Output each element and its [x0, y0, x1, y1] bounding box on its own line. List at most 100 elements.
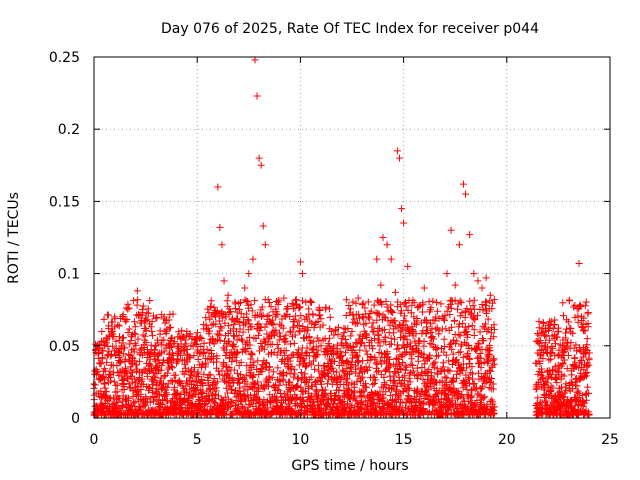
- data-point: [337, 352, 345, 360]
- data-point: [397, 365, 405, 373]
- data-point: [119, 311, 127, 319]
- data-point: [374, 367, 382, 375]
- data-point: [280, 294, 288, 302]
- data-point: [375, 336, 383, 344]
- data-point: [120, 350, 128, 358]
- data-point: [405, 374, 413, 382]
- data-point: [188, 372, 196, 380]
- data-point: [260, 345, 268, 353]
- data-point: [102, 388, 110, 396]
- data-point: [265, 311, 273, 319]
- data-point: [565, 318, 573, 326]
- data-point: [479, 306, 487, 314]
- data-point: [162, 389, 170, 397]
- data-point: [455, 241, 463, 249]
- data-point: [335, 392, 343, 400]
- data-point: [287, 328, 295, 336]
- data-point: [258, 368, 266, 376]
- data-point: [286, 327, 294, 335]
- data-point: [280, 372, 288, 380]
- data-point: [534, 370, 542, 378]
- data-point: [194, 346, 202, 354]
- data-point: [567, 378, 575, 386]
- data-point: [315, 312, 323, 320]
- data-point: [552, 340, 560, 348]
- x-tick-label: 0: [90, 432, 99, 448]
- data-point: [395, 154, 403, 162]
- data-point: [583, 368, 591, 376]
- data-point: [431, 358, 439, 366]
- data-point: [106, 377, 114, 385]
- x-tick-label: 20: [498, 432, 516, 448]
- data-point: [404, 384, 412, 392]
- data-point: [104, 311, 112, 319]
- data-point: [135, 358, 143, 366]
- data-point: [228, 358, 236, 366]
- data-point: [243, 297, 251, 305]
- data-point: [356, 346, 364, 354]
- data-point: [296, 328, 304, 336]
- data-point: [245, 317, 253, 325]
- data-point: [186, 330, 194, 338]
- data-point: [446, 383, 454, 391]
- data-point: [402, 317, 410, 325]
- data-point: [251, 297, 259, 305]
- data-point: [479, 403, 487, 411]
- data-point: [139, 381, 147, 389]
- data-point: [261, 323, 269, 331]
- data-point: [361, 304, 369, 312]
- data-point: [407, 394, 415, 402]
- data-point: [216, 223, 224, 231]
- data-point: [550, 366, 558, 374]
- data-point: [334, 330, 342, 338]
- data-point: [202, 314, 210, 322]
- data-point: [478, 385, 486, 393]
- data-point: [169, 364, 177, 372]
- data-point: [431, 317, 439, 325]
- data-point: [220, 359, 228, 367]
- data-point: [359, 373, 367, 381]
- data-point: [545, 324, 553, 332]
- data-point: [151, 406, 159, 414]
- data-point: [298, 270, 306, 278]
- data-point: [197, 343, 205, 351]
- data-point: [209, 320, 217, 328]
- data-point: [313, 351, 321, 359]
- data-point: [470, 296, 478, 304]
- data-point: [181, 336, 189, 344]
- data-point: [168, 363, 176, 371]
- data-point: [536, 339, 544, 347]
- data-point: [254, 378, 262, 386]
- data-point: [119, 334, 127, 342]
- data-point: [484, 315, 492, 323]
- data-point: [358, 388, 366, 396]
- data-point: [533, 384, 541, 392]
- x-axis-label: GPS time / hours: [291, 458, 408, 474]
- data-point: [197, 376, 205, 384]
- data-point: [459, 180, 467, 188]
- data-point: [116, 333, 124, 341]
- data-point: [368, 342, 376, 350]
- data-point: [580, 314, 588, 322]
- data-point: [185, 354, 193, 362]
- data-point: [107, 352, 115, 360]
- data-point: [543, 343, 551, 351]
- data-point: [396, 364, 404, 372]
- data-point: [152, 314, 160, 322]
- data-point: [471, 401, 479, 409]
- data-point: [207, 402, 215, 410]
- data-point: [100, 315, 108, 323]
- data-point: [317, 315, 325, 323]
- data-point: [248, 351, 256, 359]
- data-point: [564, 352, 572, 360]
- data-point: [230, 332, 238, 340]
- data-point: [453, 356, 461, 364]
- data-point: [126, 363, 134, 371]
- data-point: [447, 226, 455, 234]
- data-point: [547, 348, 555, 356]
- data-point: [243, 337, 251, 345]
- data-point: [355, 369, 363, 377]
- data-point: [208, 321, 216, 329]
- data-point: [575, 390, 583, 398]
- data-point: [287, 340, 295, 348]
